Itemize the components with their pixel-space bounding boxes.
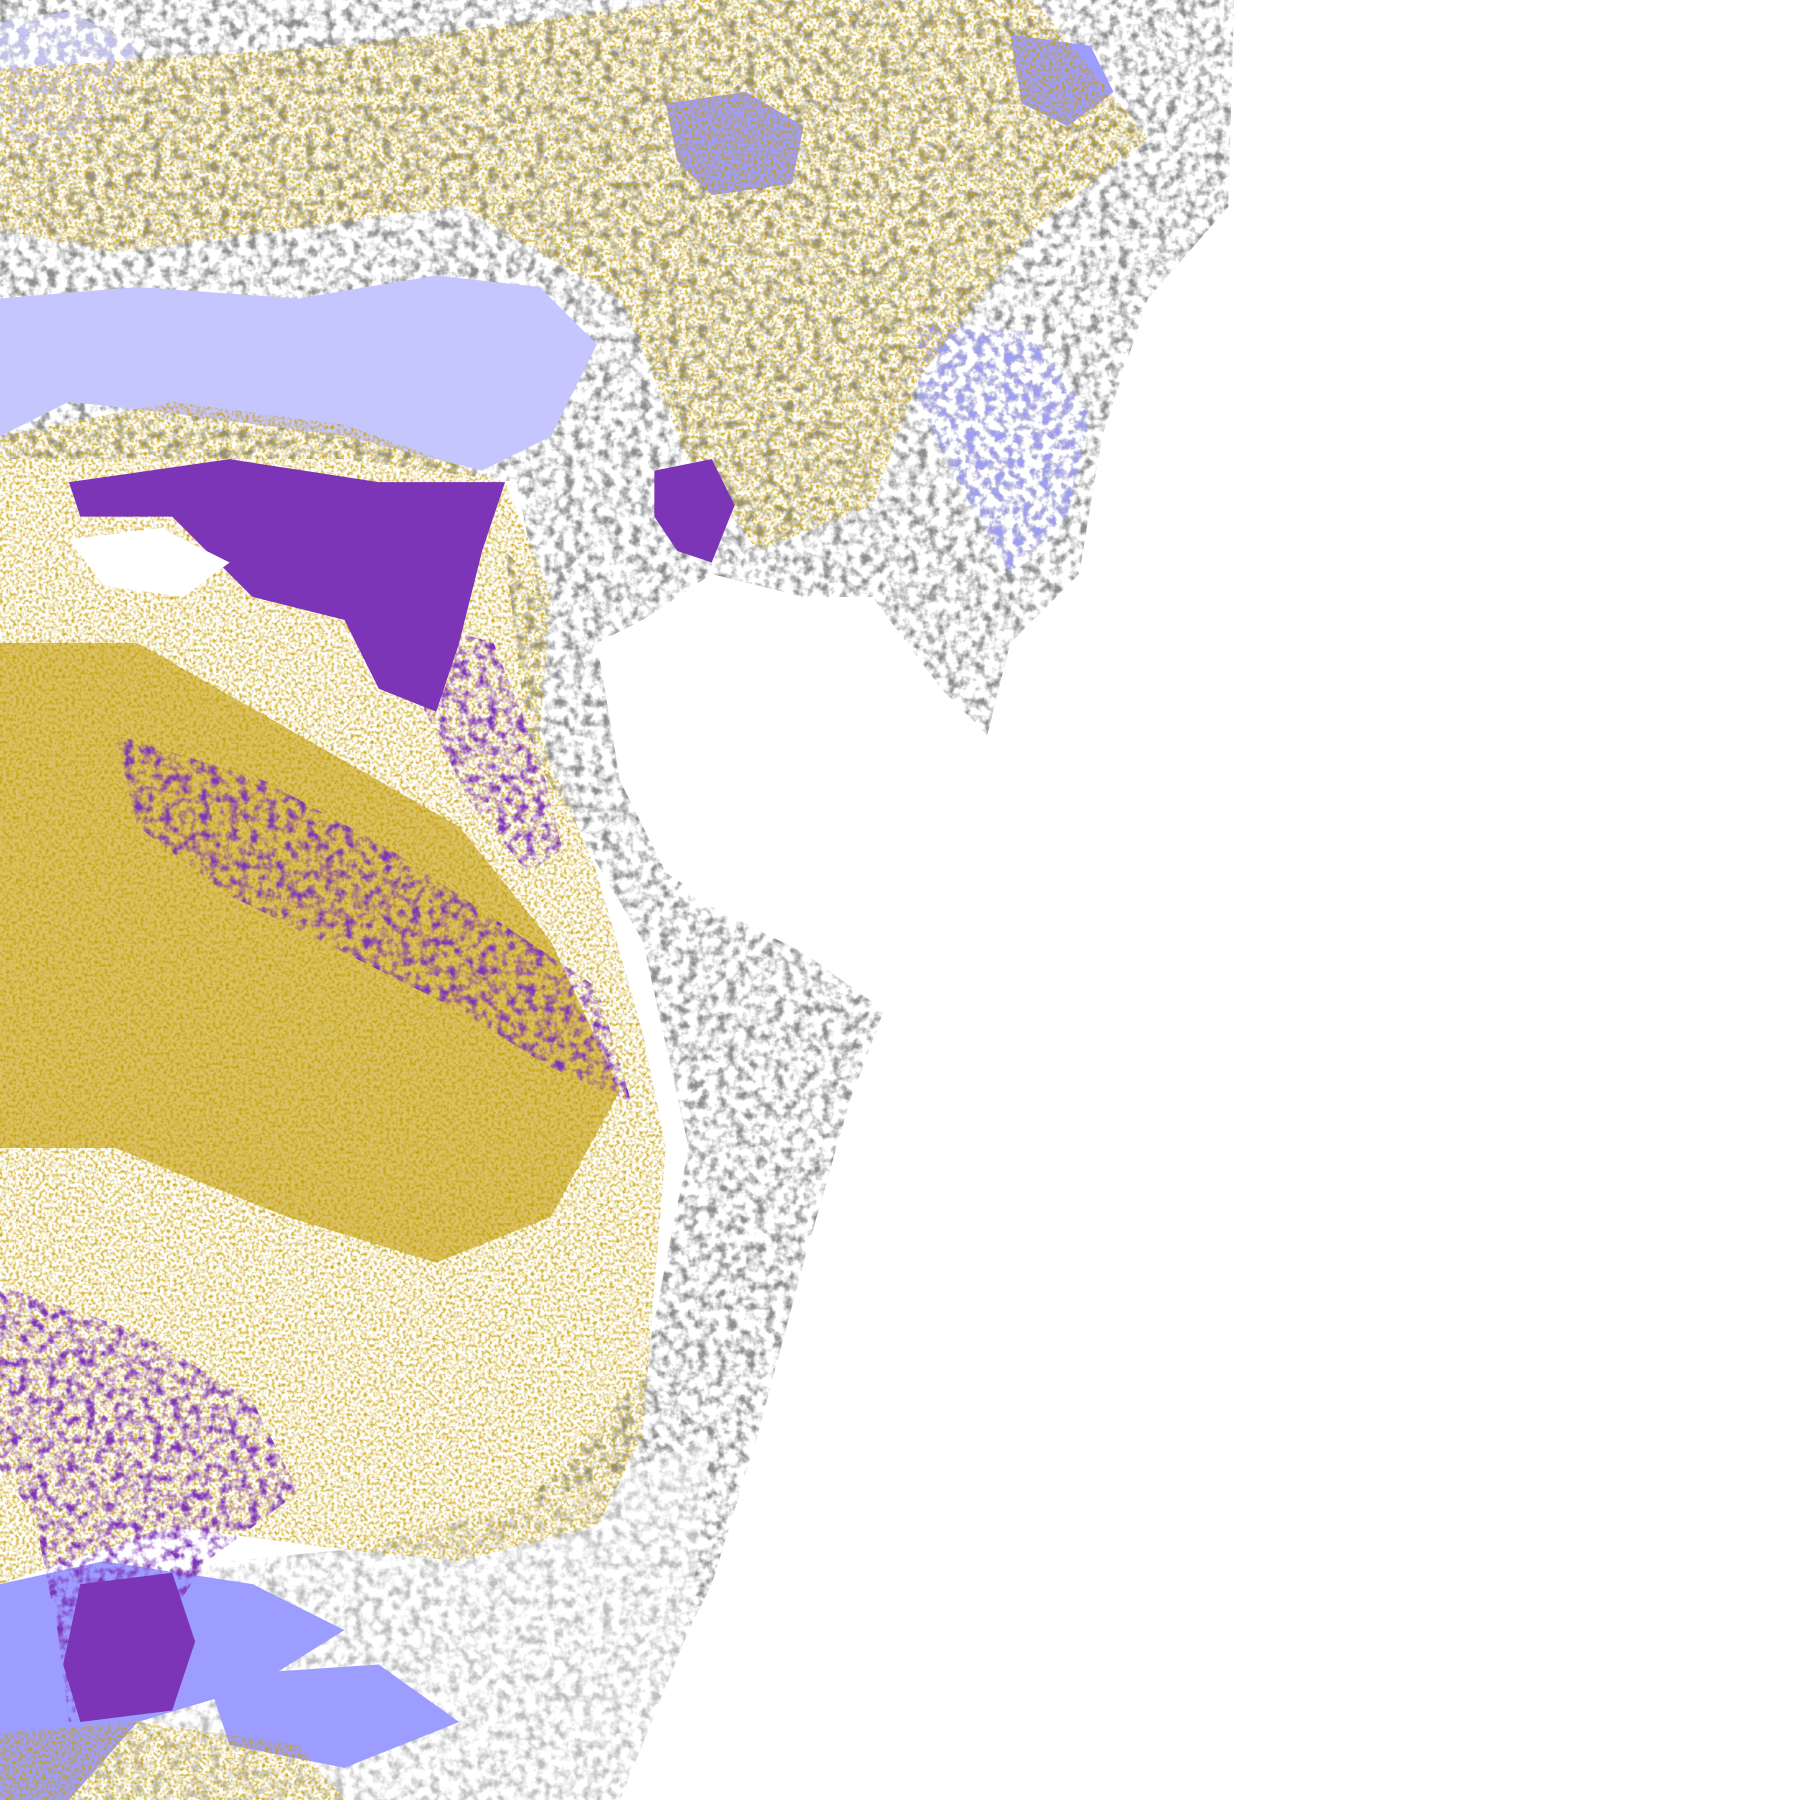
north-purple-band: [68, 459, 506, 712]
north-lavender-band: [0, 275, 597, 471]
east-purple-patch: [654, 459, 735, 563]
purple-cloud-layer: [0, 459, 735, 1722]
north-gold-scatter: [0, 0, 1148, 552]
south-purple-core: [63, 1572, 196, 1722]
clear-areas: [68, 528, 953, 919]
south-gold-strip: [0, 1721, 345, 1800]
clear-area-north-gold: [68, 528, 230, 597]
diagonal-purple-band: [114, 734, 632, 1103]
coast-purple-band: [413, 619, 563, 873]
clear-area-coast: [596, 596, 953, 919]
east-periwinkle: [918, 321, 1091, 574]
